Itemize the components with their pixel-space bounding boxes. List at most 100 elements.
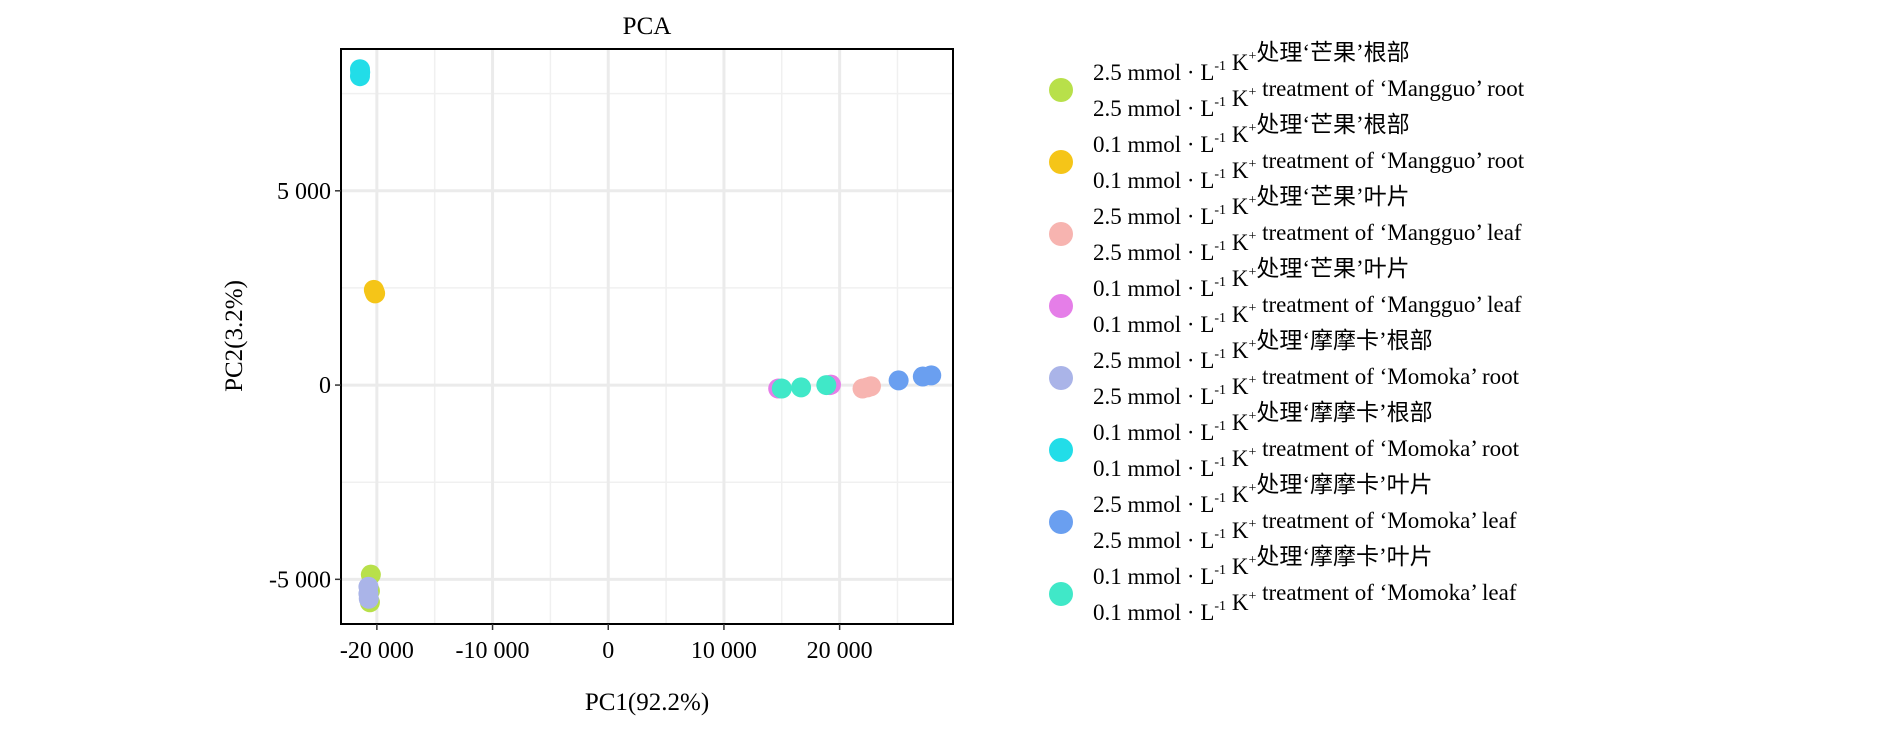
legend-text-part: treatment of ‘Mangguo’ leaf [1256, 220, 1522, 245]
superscript: + [1248, 121, 1256, 136]
legend-text-part: 处理‘摩摩卡’叶片 [1256, 472, 1432, 497]
legend-label-en: 0.1 mmol · L-1 K+ treatment of ‘Momoka’ … [1093, 580, 1517, 625]
legend-label-cn: 0.1 mmol · L-1 K+处理‘芒果’叶片 [1093, 256, 1410, 301]
legend-text-part: K [1226, 302, 1249, 327]
legend-text-part: 处理‘芒果’叶片 [1256, 184, 1409, 209]
superscript: + [1248, 481, 1256, 496]
y-tick-label: 5 000 [277, 179, 331, 205]
legend-text-part: 2.5 mmol · L [1093, 492, 1214, 517]
x-tick-label: -10 000 [456, 638, 530, 664]
data-point [816, 375, 837, 396]
superscript: + [1248, 49, 1256, 64]
superscript: -1 [1214, 599, 1226, 614]
legend-label-cn: 0.1 mmol · L-1 K+处理‘芒果’根部 [1093, 112, 1410, 157]
superscript: + [1248, 373, 1256, 388]
legend-text-part: 2.5 mmol · L [1093, 240, 1214, 265]
superscript: + [1248, 337, 1256, 352]
plot-background [341, 49, 953, 624]
legend-text-part: treatment of ‘Momoka’ leaf [1256, 580, 1516, 605]
legend-label-cn: 2.5 mmol · L-1 K+处理‘芒果’叶片 [1093, 184, 1410, 229]
legend-label-en: 2.5 mmol · L-1 K+ treatment of ‘Mangguo’… [1093, 220, 1522, 265]
legend-text-part: 2.5 mmol · L [1093, 96, 1214, 121]
legend-text-part: 2.5 mmol · L [1093, 384, 1214, 409]
legend-text-part: K [1226, 482, 1249, 507]
legend-text-part: 0.1 mmol · L [1093, 564, 1214, 589]
legend-item: 0.1 mmol · L-1 K+处理‘芒果’根部0.1 mmol · L-1 … [1049, 112, 1525, 193]
legend-label-en: 2.5 mmol · L-1 K+ treatment of ‘Momoka’ … [1093, 508, 1517, 553]
legend-text-part: 2.5 mmol · L [1093, 348, 1214, 373]
superscript: -1 [1214, 59, 1226, 74]
legend-text-part: 处理‘摩摩卡’叶片 [1256, 544, 1432, 569]
legend-text-part: 2.5 mmol · L [1093, 528, 1214, 553]
x-tick-label: 0 [602, 638, 614, 664]
superscript: -1 [1214, 455, 1226, 470]
chart-title: PCA [623, 13, 672, 40]
superscript: + [1248, 229, 1256, 244]
legend-text-part: K [1226, 194, 1249, 219]
legend-swatch [1049, 222, 1073, 246]
legend-text-part: treatment of ‘Momoka’ root [1256, 436, 1519, 461]
data-point [364, 281, 385, 302]
legend-text-part: 0.1 mmol · L [1093, 168, 1214, 193]
legend-swatch [1049, 438, 1073, 462]
superscript: -1 [1214, 239, 1226, 254]
legend-text-part: 处理‘摩摩卡’根部 [1256, 328, 1432, 353]
superscript: -1 [1214, 527, 1226, 542]
superscript: -1 [1214, 311, 1226, 326]
superscript: + [1248, 301, 1256, 316]
legend-text-part: 2.5 mmol · L [1093, 204, 1214, 229]
legend-label-en: 2.5 mmol · L-1 K+ treatment of ‘Mangguo’… [1093, 76, 1525, 121]
legend-text-part: K [1226, 554, 1249, 579]
legend-label-en: 0.1 mmol · L-1 K+ treatment of ‘Mangguo’… [1093, 148, 1525, 193]
data-point [860, 376, 881, 397]
data-point [921, 365, 942, 386]
legend-swatch [1049, 294, 1073, 318]
legend-text-part: 处理‘芒果’叶片 [1256, 256, 1409, 281]
legend-item: 2.5 mmol · L-1 K+处理‘芒果’叶片2.5 mmol · L-1 … [1049, 184, 1522, 265]
superscript: + [1248, 85, 1256, 100]
legend-item: 2.5 mmol · L-1 K+处理‘摩摩卡’根部2.5 mmol · L-1… [1049, 328, 1520, 409]
legend-text-part: treatment of ‘Mangguo’ leaf [1256, 292, 1522, 317]
legend-text-part: K [1226, 446, 1249, 471]
plot-border [340, 48, 954, 625]
legend-text-part: K [1226, 338, 1249, 363]
legend-text-part: K [1226, 374, 1249, 399]
legend-label-cn: 2.5 mmol · L-1 K+处理‘摩摩卡’根部 [1093, 328, 1433, 373]
legend-text-part: K [1226, 86, 1249, 111]
legend-item: 2.5 mmol · L-1 K+处理‘摩摩卡’叶片2.5 mmol · L-1… [1049, 472, 1517, 553]
superscript: -1 [1214, 203, 1226, 218]
data-point [771, 378, 792, 399]
legend-text-part: 0.1 mmol · L [1093, 132, 1214, 157]
legend-swatch [1049, 582, 1073, 606]
legend-item: 0.1 mmol · L-1 K + 处理‘摩摩卡’叶片 0.1 mmol · L-1… [1049, 544, 1517, 625]
legend-text-part: 0.1 mmol · L [1093, 456, 1214, 481]
x-tick-label: -20 000 [340, 638, 414, 664]
legend-text-part: treatment of ‘Momoka’ root [1256, 364, 1519, 389]
legend-text-part: 0.1 mmol · L [1093, 420, 1214, 445]
legend-label-en: 2.5 mmol · L-1 K+ treatment of ‘Momoka’ … [1093, 364, 1520, 409]
axes: -20 000 -10 000 0 10 000 20 000 -5 000 0 5 000 [269, 179, 873, 664]
legend-text-part: K [1226, 518, 1249, 543]
superscript: + [1248, 517, 1256, 532]
legend-swatch [1049, 510, 1073, 534]
legend-text-part: 2.5 mmol · L [1093, 60, 1214, 85]
superscript: -1 [1214, 491, 1226, 506]
legend-text-part: 0.1 mmol · L [1093, 276, 1214, 301]
superscript: + [1248, 445, 1256, 460]
legend-swatch [1049, 150, 1073, 174]
superscript: -1 [1214, 347, 1226, 362]
superscript: -1 [1214, 167, 1226, 182]
legend-swatch [1049, 78, 1073, 102]
legend-text-part: 0.1 mmol · L [1093, 600, 1214, 625]
superscript: -1 [1214, 275, 1226, 290]
legend-item: 2.5 mmol · L-1 K+处理‘芒果’根部2.5 mmol · L-1 … [1049, 40, 1525, 121]
superscript: + [1248, 409, 1256, 424]
x-tick-label: 10 000 [691, 638, 757, 664]
superscript: + [1248, 589, 1256, 604]
legend-item: 0.1 mmol · L-1 K+ 处理‘芒果’叶片0.1 mmol · L-1 … [1049, 256, 1522, 337]
legend-text-part: K [1226, 50, 1249, 75]
legend-text-part: K [1226, 230, 1249, 255]
superscript: -1 [1214, 95, 1226, 110]
x-tick-label: 20 000 [807, 638, 873, 664]
